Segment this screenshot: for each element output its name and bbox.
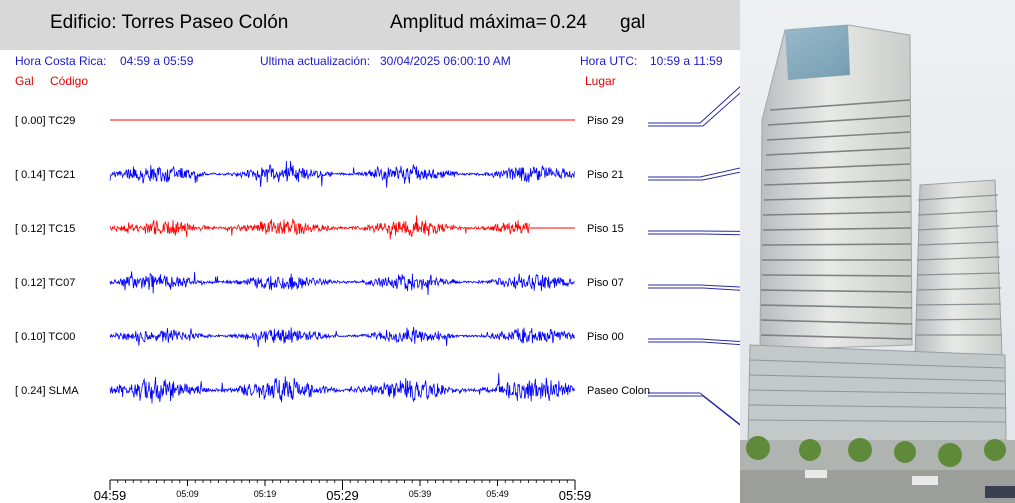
callout-line	[648, 284, 740, 288]
building-title: Edificio: Torres Paseo Colón	[50, 12, 289, 33]
callout-line	[648, 392, 740, 426]
trace	[109, 326, 575, 348]
channel-place: Paseo Colon	[587, 385, 650, 397]
channel-label: [ 0.14] TC21	[15, 169, 75, 181]
time-tick-major-label: 05:29	[326, 488, 359, 503]
max-amplitude-label: Amplitud máxima=	[390, 12, 547, 33]
gal-column-header: Gal	[15, 74, 34, 88]
utc-time-range: 10:59 a 11:59	[650, 54, 723, 68]
callout-line	[648, 230, 740, 232]
callout-line	[648, 233, 740, 236]
seismogram-plot: [ 0.00] TC29 Piso 29 [ 0.14] TC21 Piso 21 [ …	[15, 85, 740, 503]
trace	[109, 215, 530, 240]
building-illustration	[740, 0, 1015, 503]
trace	[109, 271, 575, 296]
local-time-range: 04:59 a 05:59	[120, 54, 194, 68]
channel-place: Piso 29	[587, 115, 624, 127]
channel-label: [ 0.12] TC15	[15, 223, 75, 235]
channel-place: Piso 21	[587, 169, 624, 181]
callout-line	[648, 92, 740, 127]
time-tick-minor-label: 05:49	[486, 489, 509, 499]
channel-label: [ 0.00] TC29	[15, 115, 75, 127]
channel-label: [ 0.10] TC00	[15, 331, 75, 343]
callout-line	[648, 167, 740, 178]
trace	[109, 160, 575, 188]
channel-label: [ 0.12] TC07	[15, 277, 75, 289]
last-update-label: Ultima actualización:	[260, 54, 371, 68]
channel-place: Piso 15	[587, 223, 624, 235]
max-amplitude-unit: gal	[620, 12, 646, 33]
max-amplitude-value: 0.24	[550, 12, 587, 33]
time-tick-major-label: 05:59	[559, 488, 592, 503]
callout-line	[648, 341, 740, 346]
trace	[109, 372, 575, 404]
code-column-header: Código	[50, 74, 89, 88]
local-time-label: Hora Costa Rica:	[15, 54, 107, 68]
channel-place: Piso 00	[587, 331, 624, 343]
time-tick-minor-label: 05:39	[409, 489, 432, 499]
header-bar: Edificio: Torres Paseo Colón Amplitud má…	[0, 0, 740, 50]
time-tick-major-label: 04:59	[94, 488, 127, 503]
time-tick-minor-label: 05:19	[254, 489, 277, 499]
callout-line	[648, 287, 740, 291]
time-tick-minor-label: 05:09	[176, 489, 199, 499]
callout-line	[648, 85, 740, 124]
last-update-value: 30/04/2025 06:00:10 AM	[380, 54, 511, 68]
channel-place: Piso 07	[587, 277, 624, 289]
callout-line	[648, 171, 740, 181]
utc-time-label: Hora UTC:	[580, 54, 638, 68]
callout-line	[648, 395, 740, 426]
callout-line	[648, 338, 740, 342]
place-column-header: Lugar	[585, 74, 616, 88]
channel-label: [ 0.24] SLMA	[15, 385, 79, 397]
